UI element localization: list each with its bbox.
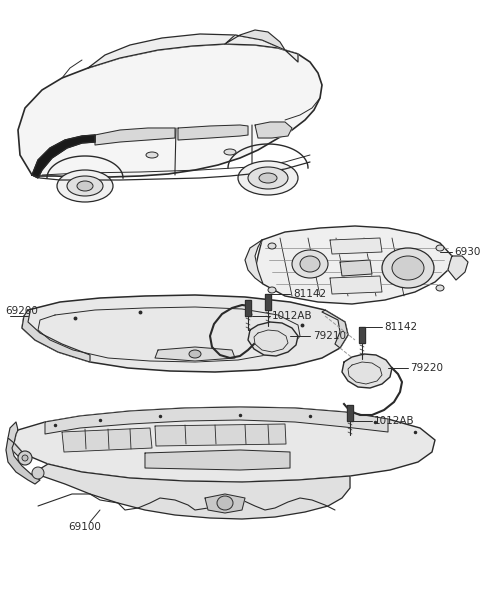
Polygon shape bbox=[248, 322, 298, 356]
Polygon shape bbox=[245, 300, 251, 316]
Ellipse shape bbox=[146, 152, 158, 158]
Polygon shape bbox=[155, 347, 235, 361]
Polygon shape bbox=[22, 310, 90, 362]
Polygon shape bbox=[45, 407, 388, 434]
Polygon shape bbox=[18, 44, 322, 177]
Polygon shape bbox=[205, 494, 245, 513]
Ellipse shape bbox=[300, 256, 320, 272]
Polygon shape bbox=[322, 310, 348, 348]
Polygon shape bbox=[330, 276, 382, 294]
Text: 81142: 81142 bbox=[293, 289, 326, 299]
Text: 69301: 69301 bbox=[454, 247, 480, 257]
Text: 79210: 79210 bbox=[313, 331, 346, 341]
Polygon shape bbox=[145, 450, 290, 470]
Polygon shape bbox=[342, 354, 392, 388]
Ellipse shape bbox=[382, 248, 434, 288]
Polygon shape bbox=[8, 422, 24, 460]
Text: 69200: 69200 bbox=[5, 306, 38, 316]
Polygon shape bbox=[265, 294, 271, 310]
Polygon shape bbox=[32, 135, 95, 178]
Polygon shape bbox=[255, 122, 292, 138]
Polygon shape bbox=[62, 428, 152, 452]
Polygon shape bbox=[255, 226, 452, 304]
Ellipse shape bbox=[292, 250, 328, 278]
Ellipse shape bbox=[22, 455, 28, 461]
Ellipse shape bbox=[268, 287, 276, 293]
Text: 1012AB: 1012AB bbox=[374, 416, 415, 426]
Polygon shape bbox=[330, 238, 382, 254]
Ellipse shape bbox=[224, 149, 236, 155]
Polygon shape bbox=[95, 128, 175, 145]
Ellipse shape bbox=[67, 176, 103, 196]
Polygon shape bbox=[359, 327, 365, 343]
Ellipse shape bbox=[217, 496, 233, 510]
Polygon shape bbox=[340, 260, 372, 276]
Polygon shape bbox=[88, 34, 298, 68]
Ellipse shape bbox=[436, 245, 444, 251]
Polygon shape bbox=[178, 125, 248, 140]
Polygon shape bbox=[14, 407, 435, 482]
Text: 1012AB: 1012AB bbox=[272, 311, 312, 321]
Polygon shape bbox=[347, 405, 353, 421]
Ellipse shape bbox=[32, 467, 44, 479]
Polygon shape bbox=[22, 295, 348, 372]
Ellipse shape bbox=[189, 350, 201, 358]
Ellipse shape bbox=[436, 285, 444, 291]
Text: 69100: 69100 bbox=[68, 522, 101, 532]
Polygon shape bbox=[448, 256, 468, 280]
Text: 79220: 79220 bbox=[410, 363, 443, 373]
Ellipse shape bbox=[77, 181, 93, 191]
Ellipse shape bbox=[18, 451, 32, 465]
Polygon shape bbox=[155, 424, 286, 446]
Ellipse shape bbox=[57, 170, 113, 202]
Ellipse shape bbox=[259, 173, 277, 183]
Polygon shape bbox=[6, 438, 40, 484]
Ellipse shape bbox=[248, 167, 288, 189]
Ellipse shape bbox=[268, 243, 276, 249]
Ellipse shape bbox=[392, 256, 424, 280]
Polygon shape bbox=[225, 30, 285, 50]
Polygon shape bbox=[245, 240, 263, 284]
Ellipse shape bbox=[238, 161, 298, 195]
Polygon shape bbox=[30, 464, 350, 519]
Text: 81142: 81142 bbox=[384, 322, 417, 332]
